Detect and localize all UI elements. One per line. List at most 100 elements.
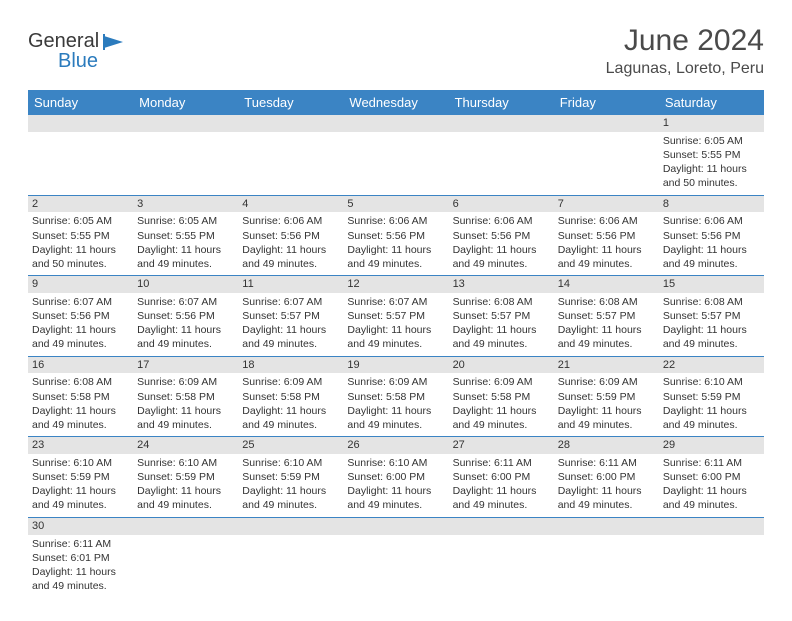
sunrise-text: Sunrise: 6:09 AM — [558, 375, 655, 389]
sunrise-text: Sunrise: 6:09 AM — [137, 375, 234, 389]
daylight-text: Daylight: 11 hours and 49 minutes. — [558, 243, 655, 271]
daylight-text: Daylight: 11 hours and 49 minutes. — [663, 243, 760, 271]
calendar-week-row: 2Sunrise: 6:05 AMSunset: 5:55 PMDaylight… — [28, 195, 764, 276]
calendar-day-cell — [28, 115, 133, 195]
daylight-text: Daylight: 11 hours and 49 minutes. — [663, 484, 760, 512]
calendar-day-cell: 6Sunrise: 6:06 AMSunset: 5:56 PMDaylight… — [449, 195, 554, 276]
sunrise-text: Sunrise: 6:07 AM — [242, 295, 339, 309]
day-number: 19 — [343, 357, 448, 374]
dow-thursday: Thursday — [449, 90, 554, 115]
day-details: Sunrise: 6:10 AMSunset: 6:00 PMDaylight:… — [343, 454, 448, 517]
day-details: Sunrise: 6:09 AMSunset: 5:59 PMDaylight:… — [554, 373, 659, 436]
calendar-day-cell: 19Sunrise: 6:09 AMSunset: 5:58 PMDayligh… — [343, 356, 448, 437]
sunset-text: Sunset: 5:59 PM — [242, 470, 339, 484]
day-details: Sunrise: 6:11 AMSunset: 6:00 PMDaylight:… — [449, 454, 554, 517]
daylight-text: Daylight: 11 hours and 49 minutes. — [242, 323, 339, 351]
day-number: 10 — [133, 276, 238, 293]
day-number: 3 — [133, 196, 238, 213]
calendar-day-cell: 21Sunrise: 6:09 AMSunset: 5:59 PMDayligh… — [554, 356, 659, 437]
daylight-text: Daylight: 11 hours and 49 minutes. — [242, 243, 339, 271]
day-details: Sunrise: 6:07 AMSunset: 5:57 PMDaylight:… — [238, 293, 343, 356]
sunrise-text: Sunrise: 6:11 AM — [32, 537, 129, 551]
month-title: June 2024 — [606, 24, 764, 58]
daylight-text: Daylight: 11 hours and 49 minutes. — [663, 404, 760, 432]
day-number-bar — [238, 518, 343, 535]
day-number: 25 — [238, 437, 343, 454]
sunrise-text: Sunrise: 6:06 AM — [558, 214, 655, 228]
calendar-day-cell — [659, 517, 764, 597]
day-number: 29 — [659, 437, 764, 454]
calendar-day-cell: 23Sunrise: 6:10 AMSunset: 5:59 PMDayligh… — [28, 437, 133, 518]
calendar-day-cell: 7Sunrise: 6:06 AMSunset: 5:56 PMDaylight… — [554, 195, 659, 276]
brand-logo: General — [28, 24, 127, 53]
sunset-text: Sunset: 5:55 PM — [663, 148, 760, 162]
sunrise-text: Sunrise: 6:10 AM — [663, 375, 760, 389]
sunset-text: Sunset: 5:57 PM — [242, 309, 339, 323]
day-details: Sunrise: 6:07 AMSunset: 5:56 PMDaylight:… — [133, 293, 238, 356]
sunset-text: Sunset: 5:57 PM — [453, 309, 550, 323]
sunset-text: Sunset: 5:59 PM — [32, 470, 129, 484]
day-details: Sunrise: 6:05 AMSunset: 5:55 PMDaylight:… — [28, 212, 133, 275]
sunset-text: Sunset: 5:56 PM — [663, 229, 760, 243]
day-details: Sunrise: 6:08 AMSunset: 5:58 PMDaylight:… — [28, 373, 133, 436]
sunset-text: Sunset: 5:58 PM — [453, 390, 550, 404]
day-number-bar — [238, 115, 343, 132]
sunset-text: Sunset: 5:59 PM — [663, 390, 760, 404]
day-details: Sunrise: 6:09 AMSunset: 5:58 PMDaylight:… — [343, 373, 448, 436]
brand-text-blue-wrapper: Blue — [58, 50, 98, 73]
daylight-text: Daylight: 11 hours and 49 minutes. — [558, 404, 655, 432]
calendar-day-cell: 3Sunrise: 6:05 AMSunset: 5:55 PMDaylight… — [133, 195, 238, 276]
day-details: Sunrise: 6:10 AMSunset: 5:59 PMDaylight:… — [133, 454, 238, 517]
calendar-day-cell: 13Sunrise: 6:08 AMSunset: 5:57 PMDayligh… — [449, 276, 554, 357]
sunset-text: Sunset: 5:59 PM — [558, 390, 655, 404]
day-number: 2 — [28, 196, 133, 213]
daylight-text: Daylight: 11 hours and 49 minutes. — [32, 565, 129, 593]
sunrise-text: Sunrise: 6:05 AM — [663, 134, 760, 148]
calendar-day-cell: 10Sunrise: 6:07 AMSunset: 5:56 PMDayligh… — [133, 276, 238, 357]
day-number-bar — [133, 518, 238, 535]
calendar-day-cell: 17Sunrise: 6:09 AMSunset: 5:58 PMDayligh… — [133, 356, 238, 437]
sunset-text: Sunset: 5:56 PM — [453, 229, 550, 243]
day-number-bar — [343, 518, 448, 535]
day-number: 8 — [659, 196, 764, 213]
calendar-day-cell: 4Sunrise: 6:06 AMSunset: 5:56 PMDaylight… — [238, 195, 343, 276]
sunrise-text: Sunrise: 6:10 AM — [32, 456, 129, 470]
day-number: 15 — [659, 276, 764, 293]
day-number: 7 — [554, 196, 659, 213]
day-details: Sunrise: 6:09 AMSunset: 5:58 PMDaylight:… — [133, 373, 238, 436]
sunset-text: Sunset: 5:55 PM — [32, 229, 129, 243]
daylight-text: Daylight: 11 hours and 49 minutes. — [347, 404, 444, 432]
calendar-day-cell — [554, 517, 659, 597]
day-details: Sunrise: 6:06 AMSunset: 5:56 PMDaylight:… — [343, 212, 448, 275]
day-number-bar — [554, 115, 659, 132]
calendar-day-cell: 16Sunrise: 6:08 AMSunset: 5:58 PMDayligh… — [28, 356, 133, 437]
sunrise-text: Sunrise: 6:06 AM — [347, 214, 444, 228]
day-details: Sunrise: 6:08 AMSunset: 5:57 PMDaylight:… — [449, 293, 554, 356]
sunset-text: Sunset: 5:58 PM — [137, 390, 234, 404]
calendar-day-cell — [343, 517, 448, 597]
day-number: 27 — [449, 437, 554, 454]
calendar-week-row: 1Sunrise: 6:05 AMSunset: 5:55 PMDaylight… — [28, 115, 764, 195]
page-header: General June 2024 Lagunas, Loreto, Peru — [28, 24, 764, 78]
dow-sunday: Sunday — [28, 90, 133, 115]
sunset-text: Sunset: 5:58 PM — [242, 390, 339, 404]
calendar-day-cell: 29Sunrise: 6:11 AMSunset: 6:00 PMDayligh… — [659, 437, 764, 518]
day-number: 1 — [659, 115, 764, 132]
day-details: Sunrise: 6:05 AMSunset: 5:55 PMDaylight:… — [133, 212, 238, 275]
daylight-text: Daylight: 11 hours and 49 minutes. — [242, 404, 339, 432]
day-number: 9 — [28, 276, 133, 293]
daylight-text: Daylight: 11 hours and 49 minutes. — [347, 323, 444, 351]
sunrise-text: Sunrise: 6:06 AM — [663, 214, 760, 228]
sunrise-text: Sunrise: 6:11 AM — [453, 456, 550, 470]
day-number: 18 — [238, 357, 343, 374]
calendar-day-cell: 9Sunrise: 6:07 AMSunset: 5:56 PMDaylight… — [28, 276, 133, 357]
calendar-header-row: Sunday Monday Tuesday Wednesday Thursday… — [28, 90, 764, 115]
calendar-page: General June 2024 Lagunas, Loreto, Peru … — [0, 0, 792, 621]
day-number: 14 — [554, 276, 659, 293]
daylight-text: Daylight: 11 hours and 49 minutes. — [347, 484, 444, 512]
location-text: Lagunas, Loreto, Peru — [606, 60, 764, 78]
calendar-week-row: 9Sunrise: 6:07 AMSunset: 5:56 PMDaylight… — [28, 276, 764, 357]
brand-text-blue: Blue — [58, 50, 98, 72]
day-number: 24 — [133, 437, 238, 454]
dow-monday: Monday — [133, 90, 238, 115]
